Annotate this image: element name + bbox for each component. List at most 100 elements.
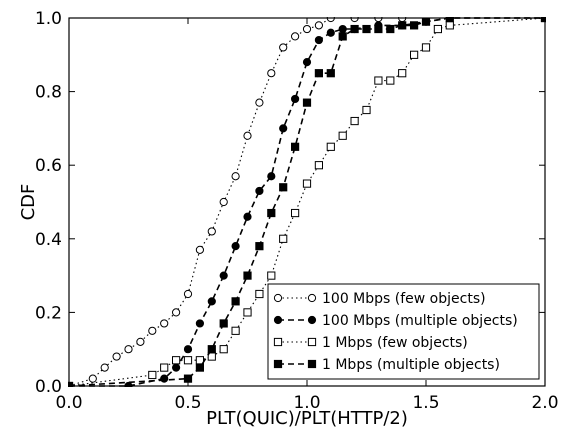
data-point bbox=[326, 69, 335, 78]
x-tick-label: 0.5 bbox=[174, 393, 201, 413]
x-tick-label: 1.5 bbox=[412, 393, 439, 413]
y-tick-label: 0.4 bbox=[35, 230, 62, 250]
data-point bbox=[291, 32, 300, 41]
data-point bbox=[291, 142, 300, 151]
data-point bbox=[100, 363, 109, 372]
data-point bbox=[291, 208, 300, 218]
legend-item: 100 Mbps (multiple objects) bbox=[273, 313, 518, 329]
data-point bbox=[172, 308, 181, 317]
data-point bbox=[207, 297, 216, 306]
data-point bbox=[172, 363, 181, 372]
data-point bbox=[207, 345, 216, 354]
data-point bbox=[445, 21, 454, 30]
x-tick-label: 0.0 bbox=[55, 393, 82, 413]
data-point bbox=[231, 242, 240, 251]
legend: 100 Mbps (few objects) 100 Mbps (multiple… bbox=[267, 283, 540, 380]
data-point bbox=[219, 271, 228, 280]
data-point bbox=[374, 24, 383, 34]
data-point bbox=[273, 293, 283, 303]
data-point bbox=[326, 142, 335, 151]
data-point bbox=[302, 98, 312, 107]
data-point bbox=[338, 32, 347, 41]
data-point bbox=[279, 43, 288, 52]
data-point bbox=[314, 69, 323, 78]
data-point bbox=[350, 116, 359, 126]
data-point bbox=[267, 69, 276, 78]
x-tick-label: 2.0 bbox=[531, 393, 558, 413]
x-tick-label: 1.0 bbox=[293, 393, 320, 413]
y-tick-label: 1.0 bbox=[35, 9, 62, 29]
y-axis-title: CDF bbox=[18, 184, 39, 221]
data-point bbox=[273, 315, 283, 325]
data-point bbox=[148, 370, 157, 380]
data-point bbox=[307, 293, 317, 303]
data-point bbox=[172, 356, 181, 365]
data-point bbox=[136, 337, 145, 346]
legend-item: 100 Mbps (few objects) bbox=[273, 291, 486, 307]
series-line bbox=[68, 17, 545, 387]
data-point bbox=[314, 35, 323, 45]
data-point bbox=[243, 308, 252, 317]
data-point bbox=[302, 58, 312, 67]
legend-item: 1 Mbps (multiple objects) bbox=[273, 357, 500, 373]
data-point bbox=[160, 363, 169, 372]
data-point bbox=[421, 43, 431, 52]
data-point bbox=[195, 363, 205, 372]
data-point bbox=[231, 172, 240, 181]
data-point bbox=[314, 161, 323, 170]
data-point bbox=[279, 124, 288, 133]
data-point bbox=[219, 197, 228, 207]
data-point bbox=[243, 271, 252, 280]
data-point bbox=[273, 359, 283, 369]
data-point bbox=[231, 297, 240, 306]
data-point bbox=[398, 69, 407, 78]
data-point bbox=[302, 24, 312, 34]
data-point bbox=[267, 172, 276, 181]
data-point bbox=[410, 50, 419, 59]
data-point bbox=[386, 76, 395, 85]
y-tick-label: 0.0 bbox=[35, 377, 62, 397]
data-point bbox=[410, 21, 419, 30]
data-point bbox=[302, 179, 312, 188]
data-point bbox=[307, 337, 317, 347]
data-point bbox=[160, 319, 169, 328]
data-point bbox=[362, 105, 371, 115]
series-3 bbox=[68, 17, 546, 387]
data-point bbox=[183, 289, 193, 299]
data-point bbox=[148, 326, 157, 335]
data-point bbox=[273, 337, 283, 347]
data-point bbox=[112, 352, 121, 361]
data-point bbox=[398, 21, 407, 30]
legend-label: 100 Mbps (few objects) bbox=[322, 291, 486, 307]
x-axis-title: PLT(QUIC)/PLT(HTTP/2) bbox=[206, 408, 408, 429]
data-point bbox=[267, 271, 276, 280]
data-point bbox=[314, 21, 323, 30]
data-point bbox=[183, 345, 193, 354]
data-point bbox=[386, 24, 395, 34]
data-point bbox=[255, 289, 264, 299]
data-point bbox=[307, 315, 317, 325]
data-point bbox=[279, 234, 288, 243]
data-point bbox=[307, 359, 317, 369]
series-4 bbox=[68, 17, 546, 387]
data-point bbox=[243, 131, 252, 140]
data-point bbox=[255, 186, 264, 196]
legend-label: 1 Mbps (few objects) bbox=[322, 335, 468, 351]
data-point bbox=[338, 131, 347, 140]
data-point bbox=[279, 183, 288, 192]
data-point bbox=[267, 208, 276, 218]
data-point bbox=[219, 345, 228, 354]
y-tick-label: 0.8 bbox=[35, 83, 62, 103]
data-point bbox=[231, 326, 240, 335]
data-point bbox=[255, 98, 264, 107]
y-tick-label: 0.2 bbox=[35, 303, 62, 323]
data-point bbox=[255, 242, 264, 251]
data-point bbox=[350, 24, 359, 34]
data-point bbox=[243, 212, 252, 221]
data-point bbox=[88, 374, 97, 383]
data-point bbox=[219, 319, 228, 328]
legend-item: 1 Mbps (few objects) bbox=[273, 335, 468, 351]
data-point bbox=[124, 345, 133, 354]
data-point bbox=[183, 356, 193, 365]
